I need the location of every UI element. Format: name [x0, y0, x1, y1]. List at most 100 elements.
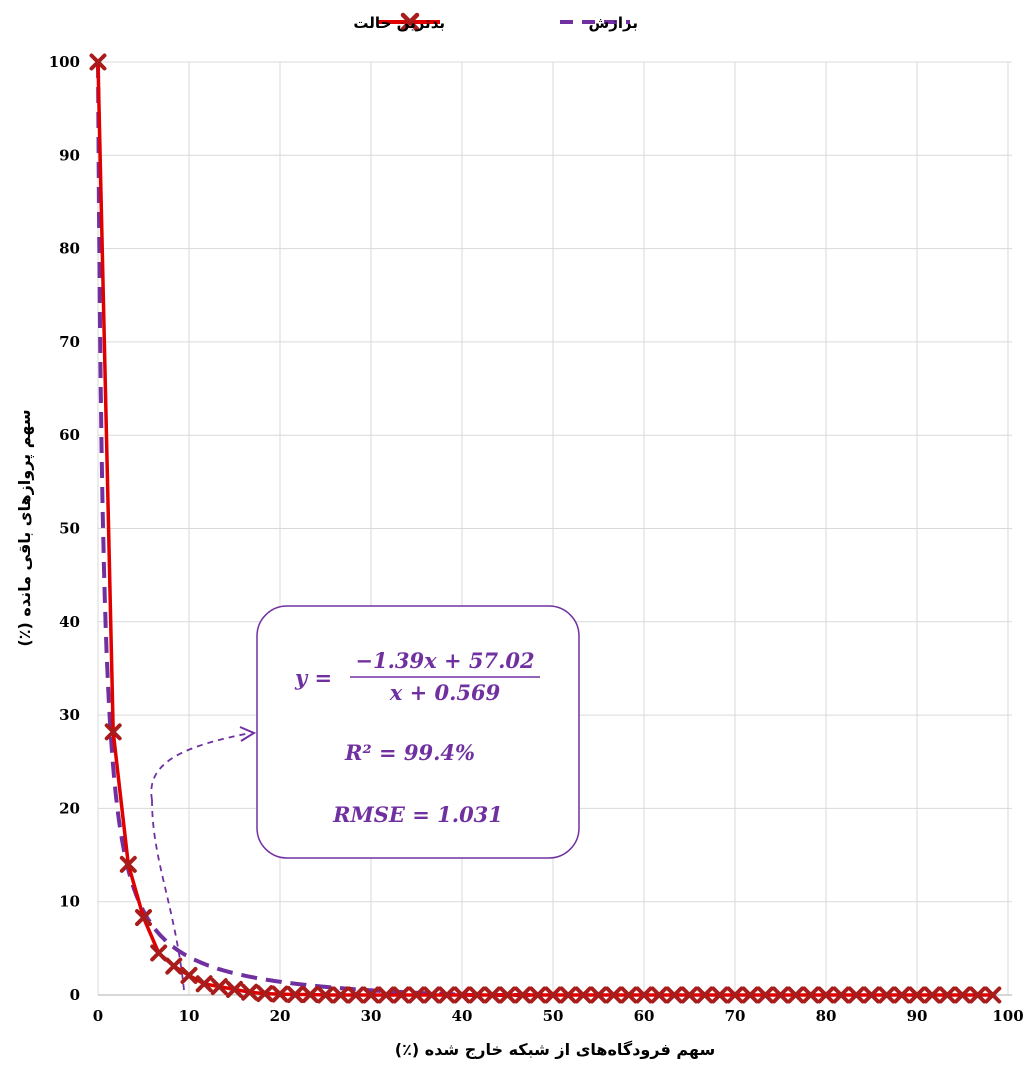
worst-case-marker: [544, 986, 562, 1004]
r-squared-text: R² = 99.4%: [344, 740, 475, 765]
x-tick-label: 50: [543, 1007, 564, 1025]
annotation-pointer: [150, 726, 257, 991]
y-tick-label: 30: [59, 706, 80, 724]
y-tick-label: 90: [59, 146, 80, 164]
worst-case-marker: [681, 986, 698, 1004]
rmse-text: RMSE = 1.031: [332, 802, 503, 827]
worst-case-marker: [347, 986, 365, 1004]
worst-case-marker: [392, 986, 410, 1004]
equation-denominator: x + 0.569: [389, 680, 501, 705]
x-tick-label: 40: [452, 1007, 473, 1025]
legend-fit-label: برازش: [589, 14, 638, 32]
worst-case-marker: [665, 986, 683, 1004]
worst-case-marker: [984, 986, 1002, 1004]
worst-case-marker: [453, 986, 471, 1004]
worst-case-marker: [135, 909, 152, 927]
worst-case-marker: [832, 986, 850, 1004]
worst-case-marker: [408, 986, 425, 1004]
worst-case-marker: [332, 986, 350, 1004]
worst-case-marker: [423, 986, 441, 1004]
y-tick-label: 50: [59, 520, 80, 538]
y-tick-label: 70: [59, 333, 80, 351]
worst-case-marker: [119, 855, 137, 873]
worst-case-marker: [863, 986, 880, 1004]
worst-case-marker: [104, 723, 122, 741]
worst-case-marker: [908, 986, 926, 1004]
worst-case-marker: [301, 986, 319, 1004]
worst-case-marker: [180, 966, 198, 984]
x-tick-label: 0: [93, 1007, 103, 1025]
worst-case-marker: [559, 986, 577, 1004]
legend-worst-label: بدترین حالت: [353, 14, 445, 32]
series-layer: [89, 53, 1002, 1004]
equation-numerator: −1.39x + 57.02: [355, 648, 534, 673]
worst-case-marker: [787, 986, 805, 1004]
worst-case-marker: [226, 980, 243, 998]
x-axis-title: سهم فرودگاه‌های از شبکه خارج شده (٪): [395, 1040, 715, 1059]
worst-case-marker: [195, 975, 213, 993]
y-tick-label: 100: [49, 53, 80, 71]
worst-case-marker: [514, 986, 532, 1004]
worst-case-marker: [377, 986, 395, 1004]
worst-case-marker: [650, 986, 668, 1004]
y-tick-label: 60: [59, 426, 80, 444]
x-tick-label: 20: [270, 1007, 291, 1025]
x-tick-label: 70: [725, 1007, 746, 1025]
worst-case-marker: [847, 986, 865, 1004]
worst-case-marker: [210, 978, 228, 996]
worst-case-marker: [438, 986, 456, 1004]
worst-case-marker: [893, 986, 911, 1004]
y-tick-label: 40: [59, 613, 80, 631]
worst-case-marker: [256, 985, 274, 1003]
worst-case-marker: [286, 986, 304, 1004]
worst-case-marker: [529, 986, 547, 1004]
x-tick-label: 30: [361, 1007, 382, 1025]
legend: برازش بدترین حالت: [353, 12, 638, 32]
worst-case-marker: [468, 986, 486, 1004]
worst-case-marker: [165, 957, 183, 975]
worst-case-marker: [817, 986, 835, 1004]
worst-case-marker: [241, 983, 259, 1001]
worst-case-marker: [483, 986, 501, 1004]
x-tick-label: 80: [816, 1007, 837, 1025]
worst-case-marker: [150, 944, 168, 962]
worst-case-marker: [635, 986, 653, 1004]
x-tick-label: 100: [992, 1007, 1023, 1025]
worst-case-marker: [499, 986, 516, 1004]
worst-case-marker: [696, 986, 714, 1004]
y-tick-label: 80: [59, 240, 80, 258]
worst-case-marker: [756, 986, 774, 1004]
worst-case-marker: [89, 53, 107, 71]
worst-case-marker: [726, 986, 744, 1004]
fit-curve-line: [96, 61, 537, 997]
worst-case-marker: [923, 986, 941, 1004]
worst-case-marker: [271, 985, 289, 1003]
pointer-arrow-to-box: [150, 732, 251, 801]
y-tick-label: 20: [59, 799, 80, 817]
y-tick-labels: 0 10 20 30 40 50 60 70 80 90 100: [49, 53, 80, 1004]
worst-case-marker: [954, 986, 971, 1004]
worst-case-marker: [878, 986, 896, 1004]
pointer-arrowhead: [239, 726, 257, 742]
y-tick-label: 0: [70, 986, 80, 1004]
x-tick-label: 90: [907, 1007, 928, 1025]
worst-case-marker: [969, 986, 987, 1004]
worst-case-marker: [605, 986, 623, 1004]
worst-case-marker: [802, 986, 820, 1004]
x-tick-label: 10: [179, 1007, 200, 1025]
worst-case-marker: [362, 986, 380, 1004]
equation-annotation: y = −1.39x + 57.02 x + 0.569 R² = 99.4% …: [256, 605, 580, 859]
worst-case-marker: [620, 986, 638, 1004]
y-axis-title: سهم پروازهای باقی مانده (٪): [15, 409, 35, 646]
x-tick-labels: 0 10 20 30 40 50 60 70 80 90 100: [93, 1007, 1024, 1025]
worst-case-marker: [317, 986, 334, 1004]
worst-case-marker: [590, 986, 607, 1004]
worst-case-marker: [741, 986, 759, 1004]
annotation-box: [256, 605, 580, 859]
worst-case-marker: [772, 986, 789, 1004]
worst-case-marker: [574, 986, 592, 1004]
legend-worst-marker: [400, 12, 420, 32]
worst-case-marker: [938, 986, 956, 1004]
worst-case-marker: [711, 986, 729, 1004]
